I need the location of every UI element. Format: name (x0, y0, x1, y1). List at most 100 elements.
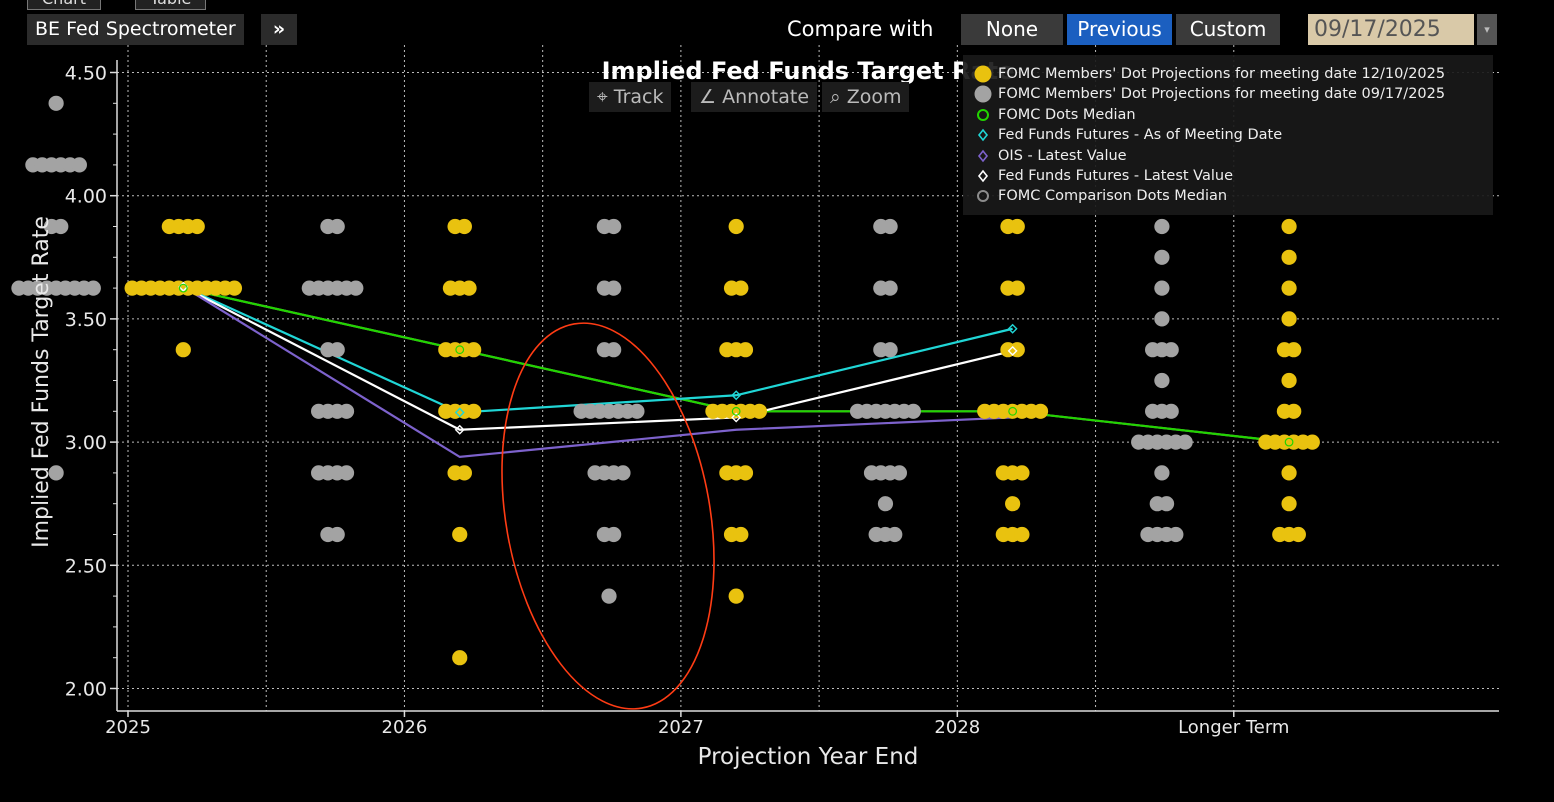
dot-current (1009, 280, 1025, 296)
dot-previous (1154, 218, 1170, 235)
compare-label: Compare with (787, 17, 934, 41)
dot-previous (606, 526, 622, 543)
function-title[interactable]: BE Fed Spectrometer (27, 14, 244, 45)
angle-icon: ∠ (699, 86, 717, 108)
dot-previous (329, 218, 345, 235)
dot-previous (53, 218, 69, 235)
dot-previous (905, 403, 921, 419)
dot-previous (882, 280, 898, 296)
diamond-icon (977, 128, 989, 142)
dot-current (1281, 218, 1297, 235)
dot-previous (329, 526, 345, 543)
dot-previous (882, 218, 898, 235)
top-bar: Chart Table BE Fed Spectrometer » Compar… (0, 0, 1554, 48)
x-axis-label: Projection Year End (698, 744, 919, 770)
dot-current (1286, 342, 1302, 358)
dot-current (1281, 496, 1297, 512)
annotate-label: Annotate (722, 86, 810, 108)
dot-previous (1154, 249, 1170, 265)
markers-layer (178, 281, 1294, 447)
zoom-label: Zoom (846, 86, 902, 108)
diamond-icon (977, 149, 989, 163)
dot-current (751, 403, 768, 419)
dot-current (1304, 434, 1320, 450)
median-marker (455, 345, 465, 355)
median-marker (731, 406, 741, 416)
tab-chart[interactable]: Chart (27, 0, 101, 10)
dot-current (1009, 218, 1025, 235)
dot-previous (877, 496, 894, 512)
dot-current (1014, 465, 1030, 481)
chart-legend: FOMC Members' Dot Projections for meetin… (963, 55, 1493, 215)
dot-previous (1163, 342, 1179, 358)
y-tick-label: 4.00 (65, 186, 107, 208)
compare-none-button[interactable]: None (961, 14, 1063, 45)
diamond-icon (977, 169, 989, 183)
series-marker-white (1007, 345, 1018, 356)
dot-previous (1163, 403, 1179, 419)
y-tick-label: 2.50 (65, 555, 107, 577)
series-marker-cyan (1007, 323, 1018, 334)
dot-previous (882, 342, 898, 358)
annotate-button[interactable]: ∠ Annotate (691, 82, 818, 112)
axis-layer (116, 60, 1499, 712)
dot-current (733, 526, 749, 543)
zoom-icon: ⌕ (830, 86, 841, 108)
dot-previous (887, 526, 903, 543)
dot-previous (629, 403, 645, 419)
dot-current (1281, 280, 1297, 296)
dot-previous (338, 403, 355, 419)
dot-previous (329, 342, 345, 358)
x-tick-label: Longer Term (1178, 717, 1289, 738)
zoom-button[interactable]: ⌕ Zoom (822, 82, 910, 112)
series-marker-cyan (454, 407, 465, 418)
dot-previous (1154, 311, 1170, 327)
dot-current (1290, 526, 1306, 543)
dot-previous (606, 280, 622, 296)
dot-current (1032, 403, 1049, 419)
dots-layer (11, 95, 1320, 666)
dot-previous (85, 280, 101, 296)
ticks-layer: 2.00 2.50 3.00 3.50 4.00 4.50 2025 2026 2027 2028… (65, 63, 1290, 739)
dot-current (466, 342, 482, 358)
dot-previous (891, 465, 908, 481)
dot-current (737, 465, 754, 481)
more-button[interactable]: » (261, 14, 297, 45)
tab-table[interactable]: Table (135, 0, 207, 10)
series-line-comp_median (183, 287, 1290, 444)
series-marker-white (731, 412, 742, 423)
y-tick-label: 4.50 (65, 63, 107, 85)
dot-previous (606, 342, 622, 358)
dot-previous (1158, 496, 1175, 512)
dot-current (1281, 465, 1297, 481)
x-tick-label: 2026 (382, 717, 428, 738)
dot-current (737, 342, 754, 358)
filled-dot-icon (974, 65, 992, 83)
annotation-ellipse[interactable] (474, 306, 743, 725)
crosshair-icon: ⌖ (597, 86, 608, 108)
compare-date-input[interactable]: 09/17/2025 (1308, 14, 1474, 45)
dot-previous (1154, 372, 1170, 389)
compare-custom-button[interactable]: Custom (1176, 14, 1280, 45)
series-line-purple (182, 285, 1013, 459)
dot-current (728, 588, 744, 604)
dot-previous (1154, 465, 1170, 481)
dot-current (1281, 311, 1297, 327)
chart-title: Implied Fed Funds Target Rate (602, 57, 1015, 85)
dot-current (1014, 526, 1030, 543)
lines-layer (182, 285, 1290, 459)
series-marker-cyan (731, 390, 742, 401)
dot-current (1281, 249, 1297, 265)
dot-current (189, 218, 205, 235)
track-label: Track (613, 86, 664, 108)
track-button[interactable]: ⌖ Track (589, 82, 672, 112)
circle-outline-icon (977, 190, 989, 202)
dot-current (175, 342, 191, 358)
y-tick-label: 3.00 (65, 432, 107, 454)
compare-previous-button[interactable]: Previous (1067, 14, 1172, 45)
x-tick-label: 2027 (658, 717, 704, 738)
chevron-down-icon[interactable]: ▾ (1477, 14, 1497, 45)
series-marker-white (454, 424, 465, 435)
y-axis-label: Implied Fed Funds Target Rate (29, 216, 54, 548)
